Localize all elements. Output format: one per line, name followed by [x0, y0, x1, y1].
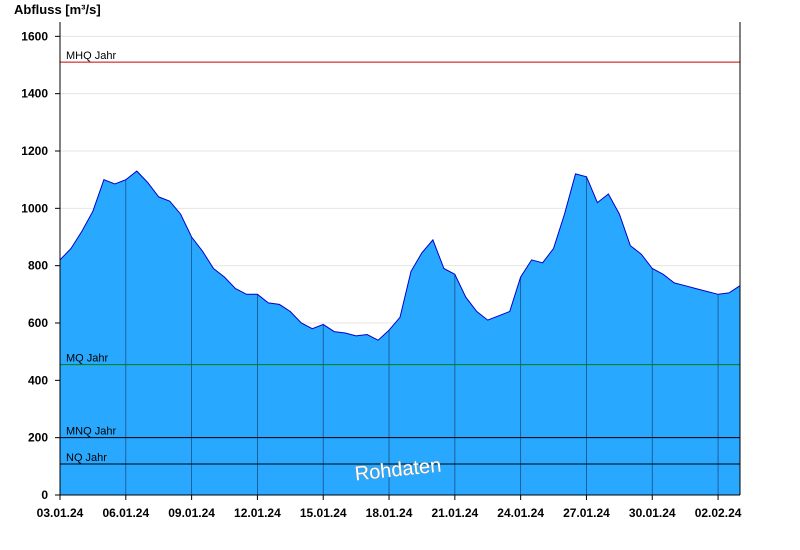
- axes: [59, 22, 741, 496]
- x-tick-label: 27.01.24: [563, 506, 610, 520]
- y-tick-label: 0: [41, 488, 48, 502]
- y-tick-label: 200: [28, 431, 48, 445]
- reference-line-label: MQ Jahr: [66, 353, 109, 365]
- x-tick-label: 21.01.24: [431, 506, 478, 520]
- reference-line-label: MHQ Jahr: [66, 50, 116, 62]
- x-tick-label: 30.01.24: [629, 506, 676, 520]
- y-tick-label: 600: [28, 316, 48, 330]
- reference-lines: MHQ Jahr MQ Jahr MNQ Jahr NQ Jahr: [60, 50, 740, 465]
- y-tick-label: 1400: [21, 87, 48, 101]
- discharge-line: [59, 170, 741, 341]
- reference-line-label: MNQ Jahr: [66, 426, 116, 438]
- y-tick-label: 1000: [21, 201, 48, 215]
- x-tick-label: 02.02.24: [695, 506, 742, 520]
- reference-line-label: NQ Jahr: [66, 452, 107, 464]
- x-tick-label: 24.01.24: [497, 506, 544, 520]
- x-tick-label: 09.01.24: [168, 506, 215, 520]
- y-axis-unit-label: Abfluss [m³/s]: [14, 2, 101, 17]
- x-tick-label: 12.01.24: [234, 506, 281, 520]
- y-tick-label: 1200: [21, 144, 48, 158]
- x-tick-label: 18.01.24: [366, 506, 413, 520]
- y-tick-label: 800: [28, 259, 48, 273]
- x-tick-label: 06.01.24: [102, 506, 149, 520]
- day-separator-lines: [59, 176, 719, 495]
- y-tick-label: 1600: [21, 29, 48, 43]
- x-tick-label: 03.01.24: [37, 506, 84, 520]
- discharge-area: [60, 171, 740, 495]
- y-axis-ticks: 0 200 400 600 800 1000 1200 1400 1600: [21, 29, 60, 502]
- x-axis-ticks: 03.01.24 06.01.24 09.01.24 12.01.24 15.01.24…: [37, 495, 742, 520]
- x-tick-label: 15.01.24: [300, 506, 347, 520]
- y-tick-label: 400: [28, 373, 48, 387]
